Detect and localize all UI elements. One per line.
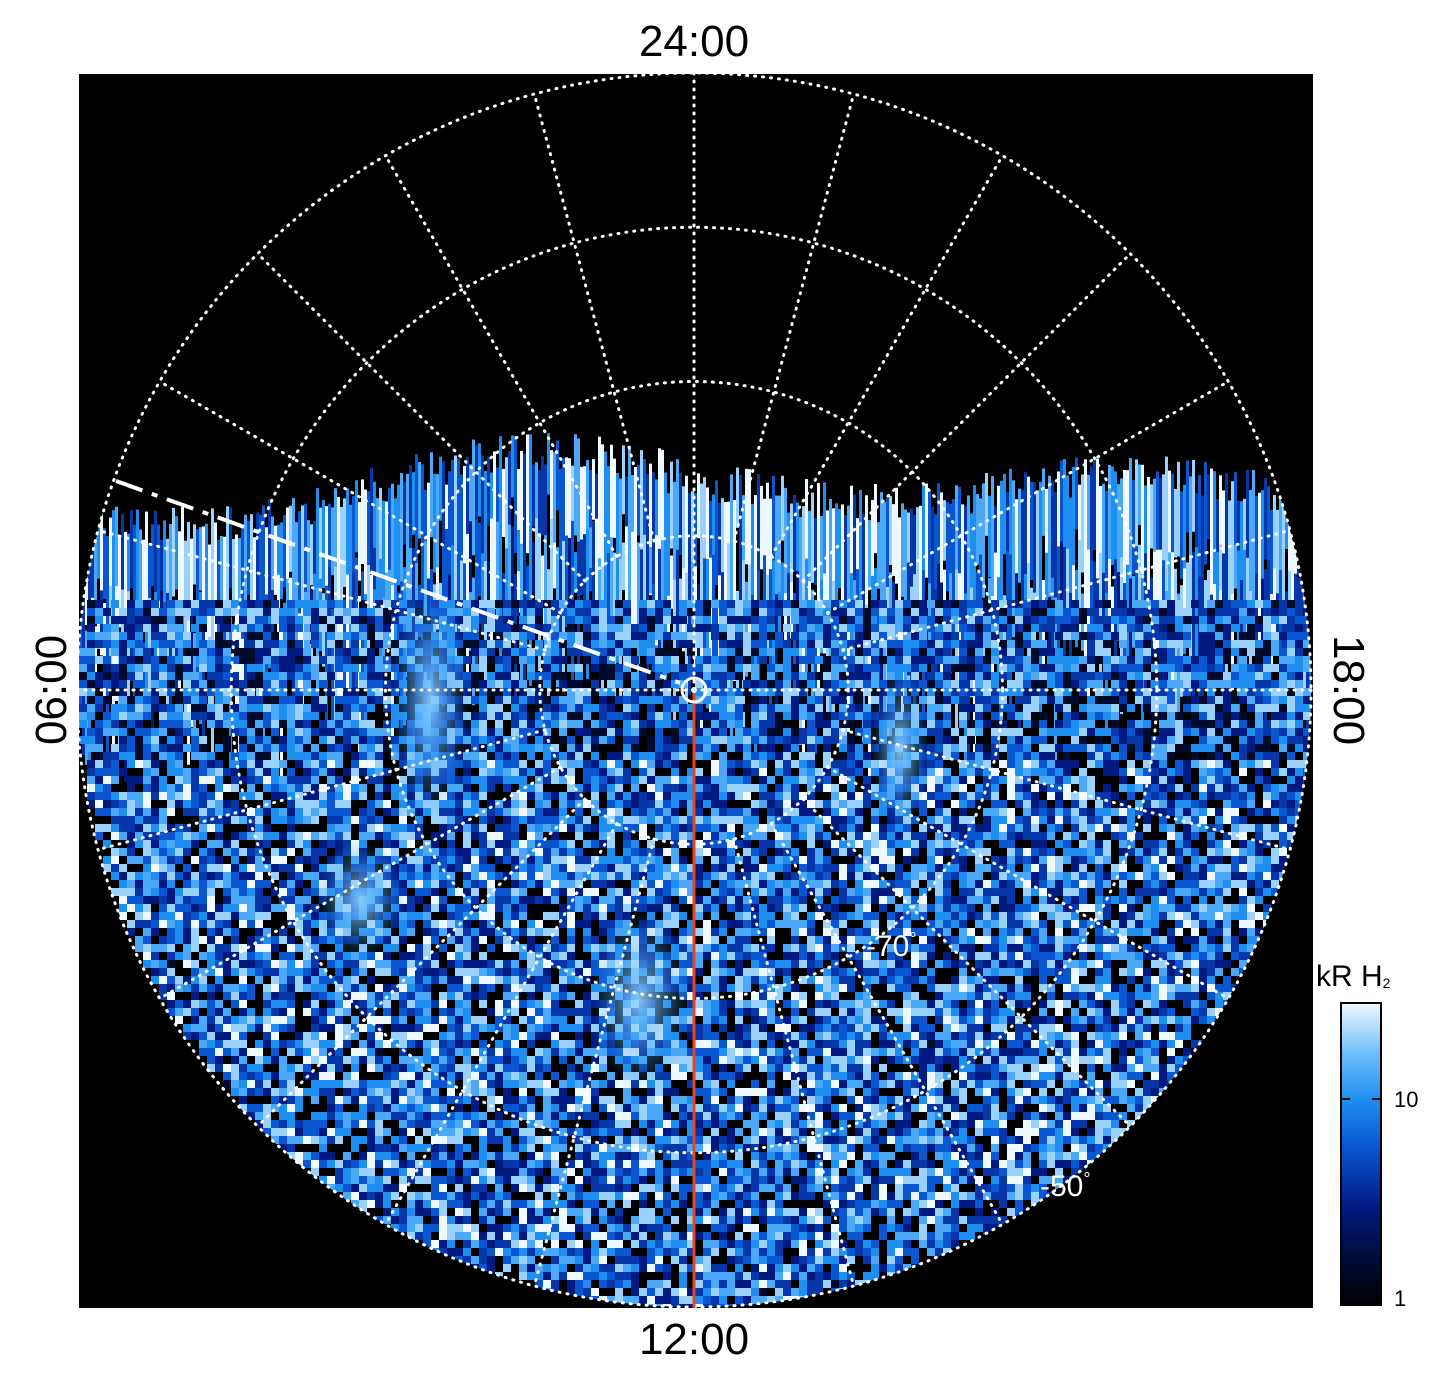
- meridian-line: [158, 380, 562, 615]
- meridian-line: [384, 822, 619, 1226]
- meridian-line: [256, 797, 587, 1128]
- meridian-line: [732, 92, 856, 543]
- colorbar-tickmark-10-left: [1340, 1098, 1350, 1100]
- colorbar-tickmark-10: [1372, 1098, 1382, 1100]
- local-time-label-top: 24:00: [638, 17, 750, 66]
- colorbar-title-main: kR H: [1316, 960, 1383, 993]
- meridian-line: [532, 837, 656, 1288]
- latitude-circle: [384, 380, 1004, 1000]
- local-time-label-right: 18:00: [1324, 634, 1373, 746]
- colorbar-tick-10: 10: [1394, 1087, 1419, 1112]
- colorbar-title-subscript: 2: [1382, 975, 1391, 991]
- meridian-line: [96, 728, 547, 852]
- meridian-line: [158, 765, 562, 1000]
- meridian-line: [801, 252, 1132, 583]
- meridian-line: [841, 728, 1292, 852]
- meridian-line: [841, 528, 1292, 652]
- colorbar: [1340, 1002, 1382, 1306]
- local-time-label-left: 06:00: [27, 634, 76, 746]
- degree-symbol: °: [1083, 1169, 1091, 1189]
- meridian-line: [256, 252, 587, 583]
- terminator-dashed-line: [115, 479, 681, 685]
- latitude-label-50: -50°: [1040, 1170, 1091, 1202]
- colorbar-tick-1: 1: [1394, 1286, 1407, 1311]
- latitude-value-50: -50: [1040, 1170, 1084, 1203]
- meridian-line: [826, 380, 1230, 615]
- meridian-line: [384, 154, 619, 558]
- meridian-line: [732, 837, 856, 1288]
- meridian-line: [801, 797, 1132, 1128]
- colorbar-title: kR H2: [1316, 960, 1390, 994]
- local-time-label-bottom: 12:00: [638, 1315, 750, 1364]
- meridian-line: [769, 154, 1004, 558]
- latitude-label-70: -70°: [866, 930, 917, 962]
- degree-symbol: °: [909, 929, 917, 949]
- meridian-line: [826, 765, 1230, 1000]
- meridian-line: [769, 822, 1004, 1226]
- pole-circle-icon: [680, 676, 708, 704]
- latitude-value-70: -70: [866, 930, 910, 963]
- meridian-line: [96, 528, 547, 652]
- meridian-line: [532, 92, 656, 543]
